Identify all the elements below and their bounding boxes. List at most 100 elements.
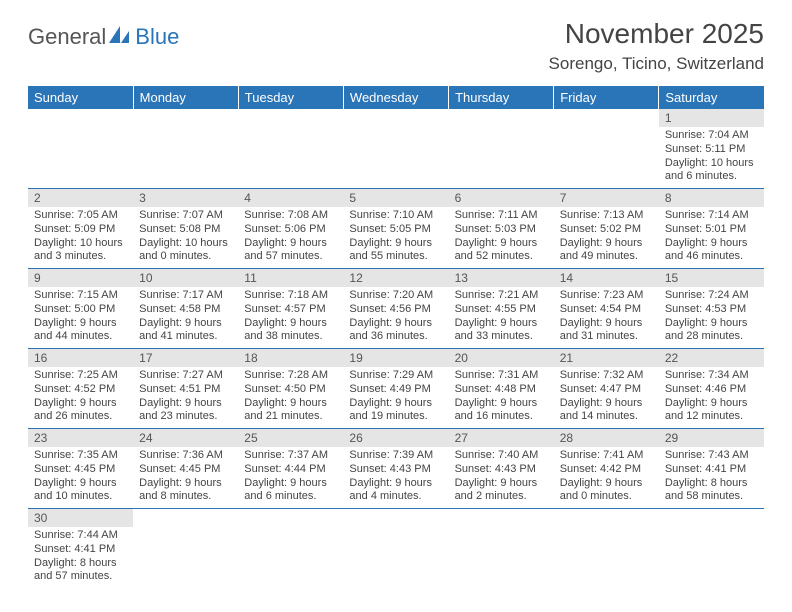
location: Sorengo, Ticino, Switzerland — [549, 54, 764, 74]
day-content: Sunrise: 7:23 AMSunset: 4:54 PMDaylight:… — [554, 287, 659, 348]
day-number: 12 — [343, 269, 448, 287]
day-content: Sunrise: 7:40 AMSunset: 4:43 PMDaylight:… — [449, 447, 554, 508]
calendar-cell: 14Sunrise: 7:23 AMSunset: 4:54 PMDayligh… — [554, 269, 659, 349]
day-number: 23 — [28, 429, 133, 447]
logo: General Blue — [28, 24, 179, 50]
calendar-cell: 9Sunrise: 7:15 AMSunset: 5:00 PMDaylight… — [28, 269, 133, 349]
day-content: Sunrise: 7:36 AMSunset: 4:45 PMDaylight:… — [133, 447, 238, 508]
calendar-cell — [238, 509, 343, 589]
day-number: 28 — [554, 429, 659, 447]
day-number: 21 — [554, 349, 659, 367]
day-content: Sunrise: 7:04 AMSunset: 5:11 PMDaylight:… — [659, 127, 764, 188]
day-number: 15 — [659, 269, 764, 287]
day-content: Sunrise: 7:28 AMSunset: 4:50 PMDaylight:… — [238, 367, 343, 428]
day-content: Sunrise: 7:17 AMSunset: 4:58 PMDaylight:… — [133, 287, 238, 348]
day-content: Sunrise: 7:43 AMSunset: 4:41 PMDaylight:… — [659, 447, 764, 508]
weekday-header: Tuesday — [238, 86, 343, 109]
day-number: 29 — [659, 429, 764, 447]
day-content: Sunrise: 7:39 AMSunset: 4:43 PMDaylight:… — [343, 447, 448, 508]
calendar-cell — [449, 509, 554, 589]
calendar-cell: 16Sunrise: 7:25 AMSunset: 4:52 PMDayligh… — [28, 349, 133, 429]
day-content: Sunrise: 7:14 AMSunset: 5:01 PMDaylight:… — [659, 207, 764, 268]
calendar-cell — [343, 509, 448, 589]
calendar-cell — [238, 109, 343, 189]
day-content: Sunrise: 7:37 AMSunset: 4:44 PMDaylight:… — [238, 447, 343, 508]
day-number: 1 — [659, 109, 764, 127]
calendar-cell: 12Sunrise: 7:20 AMSunset: 4:56 PMDayligh… — [343, 269, 448, 349]
calendar-cell: 26Sunrise: 7:39 AMSunset: 4:43 PMDayligh… — [343, 429, 448, 509]
day-number: 25 — [238, 429, 343, 447]
day-number: 26 — [343, 429, 448, 447]
day-number: 20 — [449, 349, 554, 367]
day-content: Sunrise: 7:27 AMSunset: 4:51 PMDaylight:… — [133, 367, 238, 428]
day-content: Sunrise: 7:34 AMSunset: 4:46 PMDaylight:… — [659, 367, 764, 428]
day-number: 7 — [554, 189, 659, 207]
calendar-cell — [554, 509, 659, 589]
calendar-cell — [133, 109, 238, 189]
calendar-cell: 20Sunrise: 7:31 AMSunset: 4:48 PMDayligh… — [449, 349, 554, 429]
weekday-header-row: Sunday Monday Tuesday Wednesday Thursday… — [28, 86, 764, 109]
calendar-cell: 3Sunrise: 7:07 AMSunset: 5:08 PMDaylight… — [133, 189, 238, 269]
day-number: 16 — [28, 349, 133, 367]
day-content: Sunrise: 7:44 AMSunset: 4:41 PMDaylight:… — [28, 527, 133, 588]
day-number: 8 — [659, 189, 764, 207]
calendar-cell — [659, 509, 764, 589]
day-content: Sunrise: 7:41 AMSunset: 4:42 PMDaylight:… — [554, 447, 659, 508]
day-number: 13 — [449, 269, 554, 287]
calendar-cell: 22Sunrise: 7:34 AMSunset: 4:46 PMDayligh… — [659, 349, 764, 429]
calendar-cell: 8Sunrise: 7:14 AMSunset: 5:01 PMDaylight… — [659, 189, 764, 269]
calendar-cell: 19Sunrise: 7:29 AMSunset: 4:49 PMDayligh… — [343, 349, 448, 429]
calendar-cell — [554, 109, 659, 189]
day-number: 11 — [238, 269, 343, 287]
calendar-body: 1Sunrise: 7:04 AMSunset: 5:11 PMDaylight… — [28, 109, 764, 588]
day-content: Sunrise: 7:15 AMSunset: 5:00 PMDaylight:… — [28, 287, 133, 348]
calendar-cell: 24Sunrise: 7:36 AMSunset: 4:45 PMDayligh… — [133, 429, 238, 509]
calendar-cell: 10Sunrise: 7:17 AMSunset: 4:58 PMDayligh… — [133, 269, 238, 349]
calendar-cell: 1Sunrise: 7:04 AMSunset: 5:11 PMDaylight… — [659, 109, 764, 189]
day-content: Sunrise: 7:13 AMSunset: 5:02 PMDaylight:… — [554, 207, 659, 268]
calendar-cell: 7Sunrise: 7:13 AMSunset: 5:02 PMDaylight… — [554, 189, 659, 269]
calendar-cell: 28Sunrise: 7:41 AMSunset: 4:42 PMDayligh… — [554, 429, 659, 509]
calendar-cell: 18Sunrise: 7:28 AMSunset: 4:50 PMDayligh… — [238, 349, 343, 429]
day-content: Sunrise: 7:08 AMSunset: 5:06 PMDaylight:… — [238, 207, 343, 268]
calendar-cell — [343, 109, 448, 189]
calendar-cell: 27Sunrise: 7:40 AMSunset: 4:43 PMDayligh… — [449, 429, 554, 509]
day-number: 6 — [449, 189, 554, 207]
day-content: Sunrise: 7:11 AMSunset: 5:03 PMDaylight:… — [449, 207, 554, 268]
calendar-row: 2Sunrise: 7:05 AMSunset: 5:09 PMDaylight… — [28, 189, 764, 269]
calendar-cell — [133, 509, 238, 589]
day-content: Sunrise: 7:21 AMSunset: 4:55 PMDaylight:… — [449, 287, 554, 348]
day-content: Sunrise: 7:35 AMSunset: 4:45 PMDaylight:… — [28, 447, 133, 508]
weekday-header: Friday — [554, 86, 659, 109]
day-content: Sunrise: 7:31 AMSunset: 4:48 PMDaylight:… — [449, 367, 554, 428]
calendar-cell: 13Sunrise: 7:21 AMSunset: 4:55 PMDayligh… — [449, 269, 554, 349]
sail-icon — [109, 25, 131, 50]
day-number: 10 — [133, 269, 238, 287]
calendar-cell: 23Sunrise: 7:35 AMSunset: 4:45 PMDayligh… — [28, 429, 133, 509]
day-number: 9 — [28, 269, 133, 287]
calendar-row: 9Sunrise: 7:15 AMSunset: 5:00 PMDaylight… — [28, 269, 764, 349]
day-number: 14 — [554, 269, 659, 287]
calendar-row: 16Sunrise: 7:25 AMSunset: 4:52 PMDayligh… — [28, 349, 764, 429]
day-content: Sunrise: 7:10 AMSunset: 5:05 PMDaylight:… — [343, 207, 448, 268]
header: General Blue November 2025 Sorengo, Tici… — [28, 18, 764, 74]
day-number: 2 — [28, 189, 133, 207]
calendar-cell: 17Sunrise: 7:27 AMSunset: 4:51 PMDayligh… — [133, 349, 238, 429]
title-block: November 2025 Sorengo, Ticino, Switzerla… — [549, 18, 764, 74]
calendar-table: Sunday Monday Tuesday Wednesday Thursday… — [28, 86, 764, 588]
day-number: 19 — [343, 349, 448, 367]
weekday-header: Monday — [133, 86, 238, 109]
calendar-cell: 15Sunrise: 7:24 AMSunset: 4:53 PMDayligh… — [659, 269, 764, 349]
day-number: 17 — [133, 349, 238, 367]
day-content: Sunrise: 7:25 AMSunset: 4:52 PMDaylight:… — [28, 367, 133, 428]
calendar-row: 1Sunrise: 7:04 AMSunset: 5:11 PMDaylight… — [28, 109, 764, 189]
day-content: Sunrise: 7:18 AMSunset: 4:57 PMDaylight:… — [238, 287, 343, 348]
day-number: 5 — [343, 189, 448, 207]
calendar-cell: 29Sunrise: 7:43 AMSunset: 4:41 PMDayligh… — [659, 429, 764, 509]
calendar-cell: 6Sunrise: 7:11 AMSunset: 5:03 PMDaylight… — [449, 189, 554, 269]
logo-text-blue: Blue — [135, 24, 179, 50]
calendar-row: 30Sunrise: 7:44 AMSunset: 4:41 PMDayligh… — [28, 509, 764, 589]
day-content: Sunrise: 7:20 AMSunset: 4:56 PMDaylight:… — [343, 287, 448, 348]
day-number: 22 — [659, 349, 764, 367]
day-content: Sunrise: 7:07 AMSunset: 5:08 PMDaylight:… — [133, 207, 238, 268]
